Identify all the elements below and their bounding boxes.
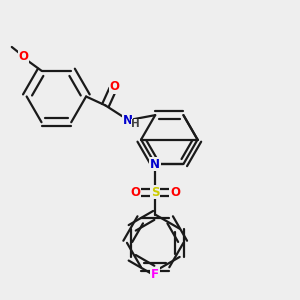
Text: O: O	[170, 186, 180, 199]
Text: F: F	[151, 268, 159, 281]
Text: H: H	[131, 119, 140, 129]
Text: N: N	[150, 158, 160, 171]
Text: O: O	[130, 186, 140, 199]
Text: S: S	[151, 186, 160, 199]
Text: N: N	[123, 114, 133, 127]
Text: O: O	[19, 50, 29, 63]
Text: O: O	[109, 80, 119, 93]
